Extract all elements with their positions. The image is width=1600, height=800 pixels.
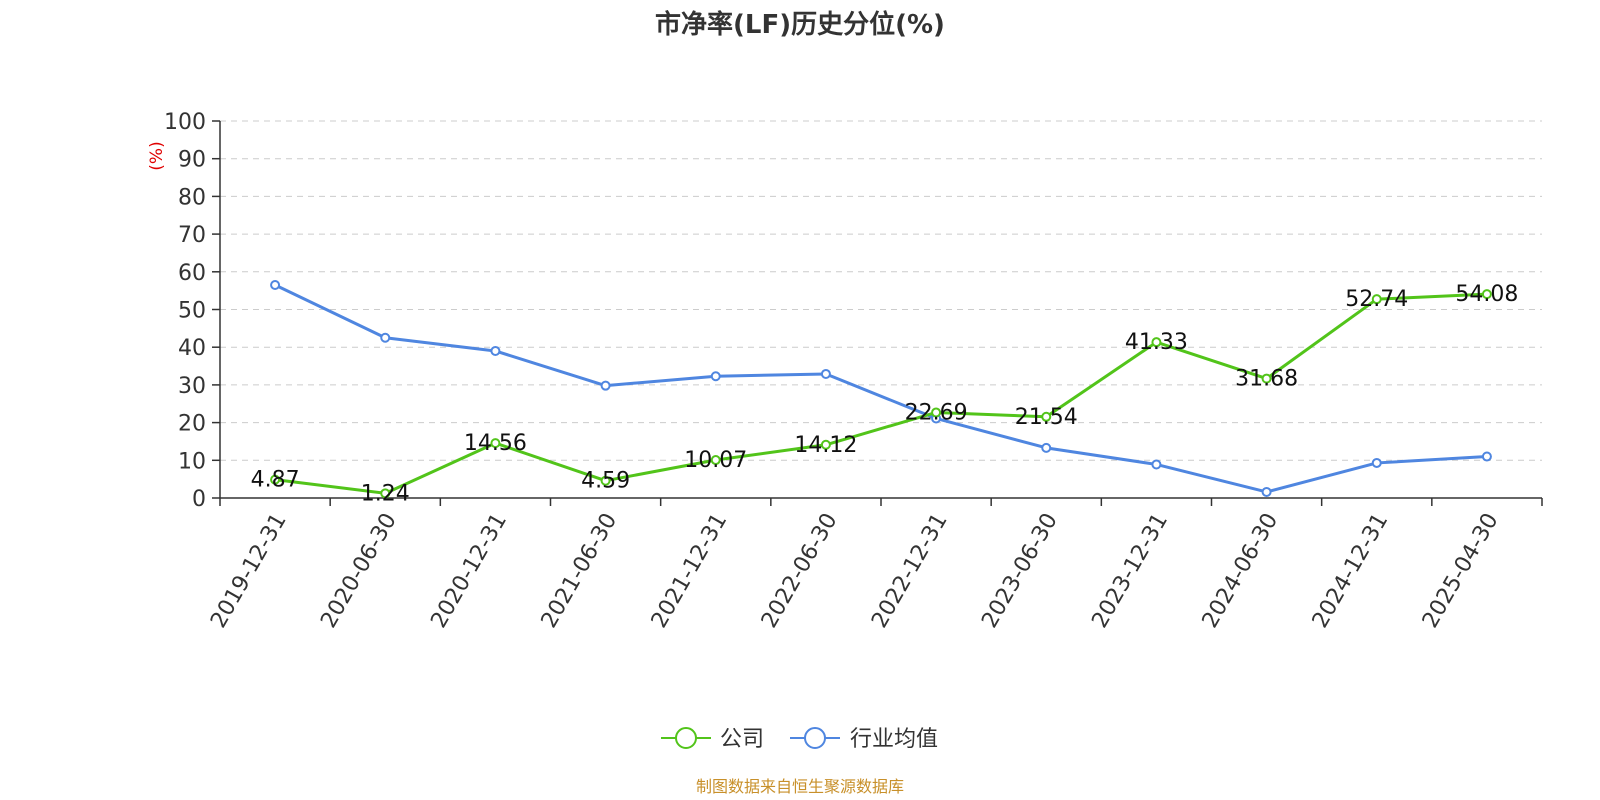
- legend-company-label: 公司: [720, 727, 764, 752]
- data-point-industry-average: [1151, 459, 1162, 470]
- x-tick-label: 2019-12-31: [206, 509, 292, 632]
- y-tick-label: 70: [178, 223, 206, 248]
- data-label-company: 4.87: [251, 468, 300, 493]
- data-label-company: 1.24: [361, 481, 410, 506]
- data-label-company: 52.74: [1345, 287, 1408, 312]
- data-label-company: 54.08: [1455, 282, 1518, 307]
- legend-industry-marker: [804, 727, 826, 749]
- legend-item-industry-average[interactable]: 行业均值: [790, 727, 938, 752]
- data-label-company: 4.59: [581, 469, 630, 494]
- data-point-company: [1041, 411, 1052, 422]
- series-line-company: [274, 292, 1487, 495]
- data-label-company: 14.12: [794, 433, 857, 458]
- data-point-company: [1151, 337, 1162, 348]
- data-point-industry-average: [1371, 457, 1382, 468]
- data-label-company: 22.69: [905, 400, 968, 425]
- x-tick-label: 2021-12-31: [647, 509, 733, 632]
- x-tick-label: 2023-12-31: [1087, 509, 1173, 632]
- x-tick-label: 2023-06-30: [977, 509, 1063, 632]
- axes: 0 10 20 30 40 50 60 70 80 90 100 2019-12-31 2020-06-…: [164, 110, 1543, 632]
- y-axis-label: (%): [147, 141, 167, 170]
- data-labels: 4.87 1.24 14.56 4.59 10.07 14.12 22.69 21.54 41.…: [251, 282, 1519, 506]
- x-tick-label: 2025-04-30: [1418, 509, 1504, 632]
- data-point-company: [270, 474, 281, 485]
- x-tick-label: 2020-06-30: [316, 509, 402, 632]
- data-label-company: 21.54: [1015, 405, 1078, 430]
- series-line-industry-average: [274, 283, 1488, 494]
- data-point-company: [1481, 289, 1492, 300]
- data-point-company: [600, 475, 611, 486]
- y-tick-label: 20: [178, 412, 206, 437]
- data-point-industry-average: [1481, 451, 1492, 462]
- y-tick-label: 60: [178, 261, 206, 286]
- data-label-company: 14.56: [464, 431, 527, 456]
- legend-item-company[interactable]: 公司: [661, 727, 764, 752]
- data-point-company: [710, 455, 721, 466]
- y-tick-label: 0: [192, 487, 206, 512]
- y-tick-label: 90: [178, 148, 206, 173]
- y-tick-label: 50: [178, 299, 206, 324]
- data-point-company: [820, 439, 831, 450]
- data-point-company: [490, 438, 501, 449]
- data-label-company: 31.68: [1235, 367, 1298, 392]
- y-tick-label: 100: [164, 110, 206, 135]
- y-tick-label: 30: [178, 374, 206, 399]
- x-tick-label: 2022-12-31: [867, 509, 953, 632]
- y-tick-label: 80: [178, 185, 206, 210]
- data-point-company: [1371, 294, 1382, 305]
- y-tick-label: 10: [178, 449, 206, 474]
- grid-lines: [220, 120, 1542, 461]
- data-point-company: [1261, 373, 1272, 384]
- data-label-company: 10.07: [684, 448, 747, 473]
- data-point-company: [931, 407, 942, 418]
- data-point-industry-average: [380, 332, 391, 343]
- x-tick-label: 2021-06-30: [537, 509, 623, 632]
- chart-title: 市净率(LF)历史分位(%): [655, 9, 945, 40]
- data-point-industry-average: [270, 279, 281, 290]
- series-layer: [270, 279, 1492, 499]
- data-point-industry-average: [820, 368, 831, 379]
- data-point-industry-average: [600, 380, 611, 391]
- data-label-company: 41.33: [1125, 330, 1188, 355]
- data-point-industry-average: [1261, 486, 1272, 497]
- source-note: 制图数据来自恒生聚源数据库: [696, 777, 904, 796]
- x-tick-label: 2024-12-31: [1308, 509, 1394, 632]
- data-point-industry-average: [710, 371, 721, 382]
- x-tick-label: 2022-06-30: [757, 509, 843, 632]
- legend-company-marker: [675, 727, 697, 749]
- x-tick-label: 2020-12-31: [426, 509, 512, 632]
- data-point-company: [380, 488, 391, 499]
- legend-industry-label: 行业均值: [850, 727, 938, 752]
- legend: 公司 行业均值: [661, 727, 938, 752]
- y-tick-label: 40: [178, 336, 206, 361]
- data-point-industry-average: [1041, 442, 1052, 453]
- data-point-industry-average: [490, 345, 501, 356]
- x-tick-label: 2024-06-30: [1198, 509, 1284, 632]
